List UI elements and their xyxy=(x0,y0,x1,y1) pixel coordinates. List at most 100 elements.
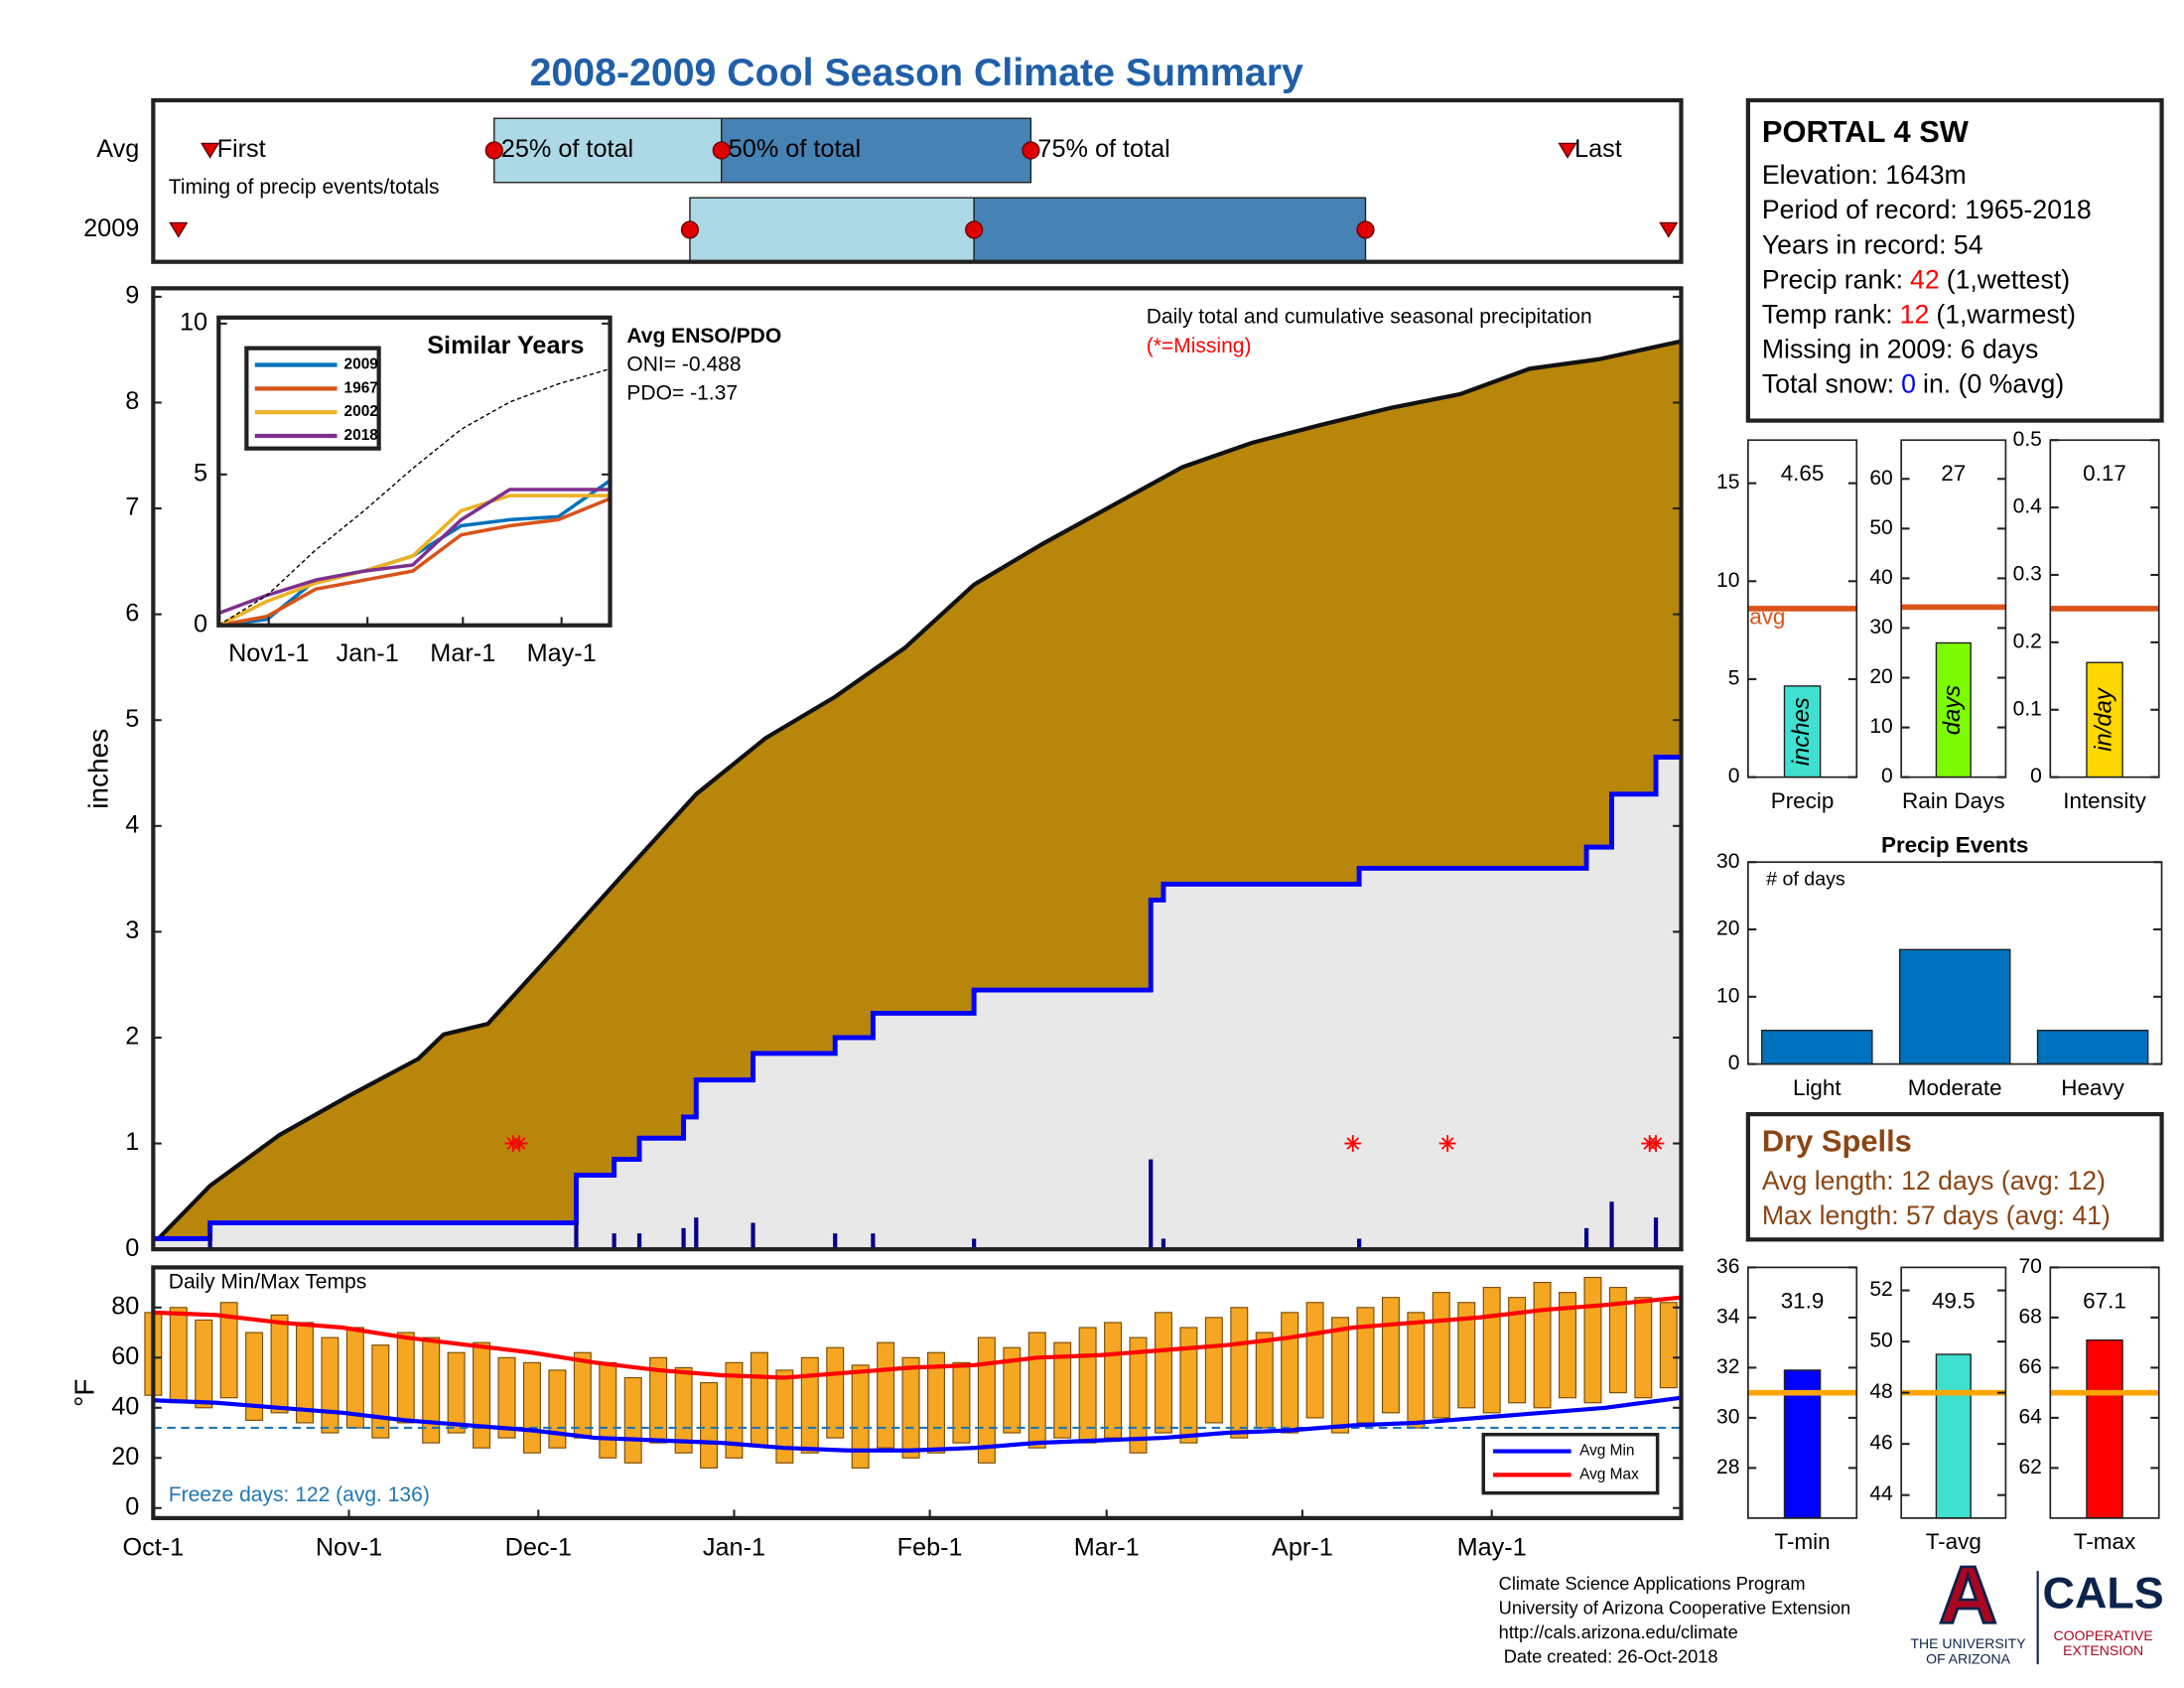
x-tick-label: Feb-1 xyxy=(897,1533,963,1561)
panel-note: # of days xyxy=(1766,869,1845,891)
avg-temp-line xyxy=(153,1295,1682,1380)
temp-range-bar xyxy=(497,1356,516,1439)
temp-range-bar xyxy=(623,1376,642,1464)
temp-range-bar xyxy=(674,1366,693,1454)
bar xyxy=(2086,661,2123,778)
y-tick-label: 20 xyxy=(111,1443,139,1471)
station-line: Precip rank: 42 (1,wettest) xyxy=(1762,264,2070,294)
temp-range-bar xyxy=(775,1369,794,1464)
row-label: 2009 xyxy=(83,214,139,242)
x-tick-label: Dec-1 xyxy=(505,1533,572,1561)
legend xyxy=(1481,1432,1660,1495)
x-tick-label: Apr-1 xyxy=(1272,1533,1333,1561)
temp-range-bar xyxy=(1129,1336,1148,1454)
temp-range-bar xyxy=(1179,1327,1198,1444)
avg-temp-line xyxy=(153,1395,1682,1453)
y-tick-label: 66 xyxy=(2018,1355,2041,1378)
missing-marker xyxy=(510,1135,528,1152)
legend-label: Avg Min xyxy=(1579,1443,1634,1460)
daily-bar xyxy=(1149,1159,1154,1250)
value-label: 49.5 xyxy=(1932,1288,1976,1313)
temp-range-bar xyxy=(1659,1302,1678,1389)
station-box xyxy=(1745,97,2164,423)
y-tick-label: 10 xyxy=(1716,984,1739,1007)
x-tick-label: Intensity xyxy=(2063,788,2146,813)
y-tick-label: 68 xyxy=(2018,1305,2041,1328)
quartile-box xyxy=(973,197,1367,263)
temp-range-bar xyxy=(1457,1302,1476,1409)
y-tick-label: 50 xyxy=(1869,516,1892,539)
y-tick-label: 64 xyxy=(2018,1405,2042,1428)
extension-name: COOPERATIVE xyxy=(2054,1627,2153,1643)
value-label: 27 xyxy=(1941,461,1966,486)
quartile-marker xyxy=(1356,220,1375,239)
y-tick-label: 40 xyxy=(1869,566,1892,589)
value-label: 31.9 xyxy=(1781,1288,1825,1313)
legend-label: 2002 xyxy=(344,403,378,420)
station-text: 42 xyxy=(1910,264,1940,294)
y-tick-label: 62 xyxy=(2018,1456,2041,1478)
y-tick-label: 5 xyxy=(1728,667,1740,690)
marker-label: 25% of total xyxy=(501,135,633,163)
event-marker xyxy=(200,142,220,159)
x-tick-label: Nov-1 xyxy=(316,1533,382,1561)
inset-background xyxy=(218,317,611,626)
enso-annotation: PDO= -1.37 xyxy=(626,382,738,405)
y-tick-label: 5 xyxy=(194,460,207,488)
temp-range-bar xyxy=(219,1302,238,1399)
y-tick-label: 60 xyxy=(1869,467,1892,490)
enso-annotation: ONI= -0.488 xyxy=(626,353,741,376)
temp-range-bar xyxy=(1331,1317,1350,1434)
y-tick-label: 0.2 xyxy=(2013,630,2042,652)
daily-bar xyxy=(871,1233,876,1250)
daily-bar xyxy=(207,1233,212,1250)
frame xyxy=(151,286,1684,1252)
bar xyxy=(1761,1030,1873,1065)
station-text: Elevation: 1643m xyxy=(1762,160,1967,190)
y-tick-label: 0 xyxy=(2030,765,2042,787)
y-tick-label: 52 xyxy=(1869,1278,1892,1301)
y-tick-label: 30 xyxy=(1716,850,1739,873)
temp-range-bar xyxy=(169,1307,188,1404)
y-tick-label: 0 xyxy=(125,1234,139,1262)
station-line: Temp rank: 12 (1,warmest) xyxy=(1762,299,2076,329)
plot-frame xyxy=(1747,1266,1858,1519)
y-tick-label: 2 xyxy=(125,1023,139,1051)
daily-bar xyxy=(1609,1201,1614,1250)
station-line: Missing in 2009: 6 days xyxy=(1762,335,2038,364)
series-line xyxy=(217,488,611,616)
y-tick-label: 20 xyxy=(1869,665,1892,688)
plot-frame xyxy=(1747,439,1858,778)
quartile-marker xyxy=(680,220,700,239)
station-text: Period of record: 1965-2018 xyxy=(1762,195,2092,224)
y-tick-label: 80 xyxy=(111,1292,139,1320)
station-text: Total snow: xyxy=(1762,369,1894,399)
inset-title: Similar Years xyxy=(427,332,584,359)
page-title: 2008-2009 Cool Season Climate Summary xyxy=(530,51,1303,94)
y-tick-label: 0 xyxy=(125,1492,139,1520)
temp-range-bar xyxy=(1281,1312,1299,1434)
y-tick-label: 44 xyxy=(1869,1482,1893,1505)
temp-range-bar xyxy=(800,1356,819,1454)
value-label: 4.65 xyxy=(1781,461,1825,486)
y-axis-label: inches xyxy=(82,729,113,809)
temp-range-bar xyxy=(977,1336,996,1464)
marker-label: 75% of total xyxy=(1037,135,1169,163)
series-line xyxy=(217,493,611,628)
temp-range-bar xyxy=(1634,1297,1653,1399)
station-text: Temp rank: xyxy=(1762,299,1893,329)
temp-range-bar xyxy=(522,1361,541,1454)
station-text: 12 xyxy=(1900,299,1930,329)
temp-range-bar xyxy=(877,1341,895,1449)
temp-range-bar xyxy=(1230,1307,1249,1439)
x-tick-label: Rain Days xyxy=(1902,788,2005,813)
area-fill xyxy=(153,757,1682,1250)
bar xyxy=(1935,1353,1972,1519)
bar xyxy=(1935,641,1972,778)
quartile-box xyxy=(493,117,723,184)
dry-spells-line: Avg length: 12 days (avg: 12) xyxy=(1762,1166,2106,1196)
event-marker xyxy=(1659,221,1679,238)
y-tick-label: 1 xyxy=(125,1128,139,1156)
station-name: PORTAL 4 SW xyxy=(1762,114,1970,149)
footer-line: Climate Science Applications Program xyxy=(1499,1573,1806,1594)
